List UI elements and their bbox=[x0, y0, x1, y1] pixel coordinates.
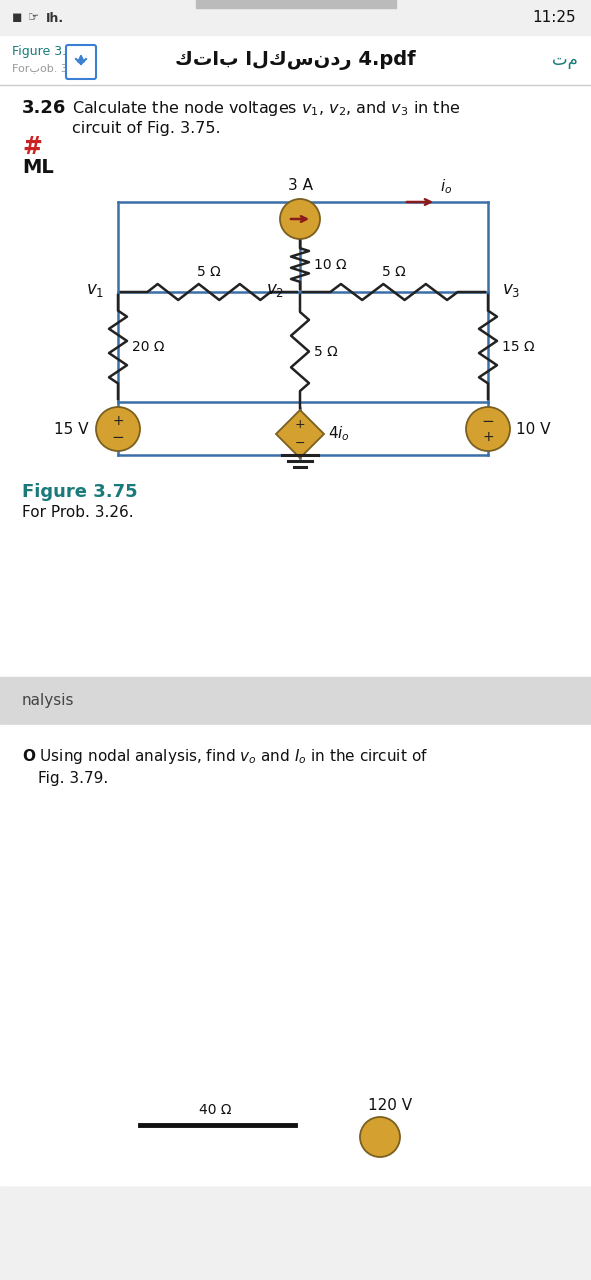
Text: 20 Ω: 20 Ω bbox=[132, 340, 164, 355]
Text: nalysis: nalysis bbox=[22, 694, 74, 709]
Text: $\mathbf{O}$ Using nodal analysis, find $v_o$ and $I_o$ in the circuit of: $\mathbf{O}$ Using nodal analysis, find … bbox=[22, 748, 428, 765]
Circle shape bbox=[96, 407, 140, 451]
Bar bbox=[196, 0, 396, 8]
Text: −: − bbox=[482, 413, 495, 429]
Text: $4i_o$: $4i_o$ bbox=[328, 425, 350, 443]
Text: +: + bbox=[112, 413, 124, 428]
Text: 10 Ω: 10 Ω bbox=[314, 259, 347, 271]
Bar bbox=[0, 0, 591, 35]
Text: Fig. 3.79.: Fig. 3.79. bbox=[38, 771, 108, 786]
Text: $v_2$: $v_2$ bbox=[266, 282, 284, 300]
Text: 15 Ω: 15 Ω bbox=[502, 340, 535, 355]
Circle shape bbox=[280, 198, 320, 239]
Text: Ih.: Ih. bbox=[46, 12, 64, 24]
Text: Figure 3.74: Figure 3.74 bbox=[12, 46, 82, 59]
Text: كتاب الكسندر 4.pdf: كتاب الكسندر 4.pdf bbox=[175, 50, 415, 70]
Bar bbox=[0, 677, 591, 724]
Text: 3.26: 3.26 bbox=[22, 99, 66, 116]
Text: 5 Ω: 5 Ω bbox=[197, 265, 221, 279]
Bar bbox=[0, 724, 591, 1185]
Text: 5 Ω: 5 Ω bbox=[382, 265, 406, 279]
Text: 10 V: 10 V bbox=[516, 421, 550, 436]
Text: $v_3$: $v_3$ bbox=[502, 282, 520, 300]
Text: Figure 3.75: Figure 3.75 bbox=[22, 483, 138, 500]
Text: $v_1$: $v_1$ bbox=[86, 282, 104, 300]
Text: 11:25: 11:25 bbox=[532, 10, 576, 26]
Text: تم: تم bbox=[552, 51, 578, 69]
Text: $i_o$: $i_o$ bbox=[440, 178, 452, 196]
Text: circuit of Fig. 3.75.: circuit of Fig. 3.75. bbox=[72, 120, 220, 136]
Text: ☞: ☞ bbox=[28, 12, 39, 24]
Text: ◼: ◼ bbox=[12, 12, 22, 24]
Text: #: # bbox=[22, 134, 42, 159]
Circle shape bbox=[360, 1117, 400, 1157]
Text: ML: ML bbox=[22, 157, 54, 177]
Polygon shape bbox=[276, 410, 324, 458]
Text: 120 V: 120 V bbox=[368, 1098, 412, 1114]
Text: Calculate the node voltages $v_1$, $v_2$, and $v_3$ in the: Calculate the node voltages $v_1$, $v_2$… bbox=[72, 99, 460, 118]
Circle shape bbox=[466, 407, 510, 451]
Text: 40 Ω: 40 Ω bbox=[199, 1103, 231, 1117]
Text: 5 Ω: 5 Ω bbox=[314, 344, 337, 358]
Text: For Prob. 3.26.: For Prob. 3.26. bbox=[22, 506, 134, 520]
FancyBboxPatch shape bbox=[66, 45, 96, 79]
Text: 3 A: 3 A bbox=[287, 178, 313, 193]
Text: 15 V: 15 V bbox=[54, 421, 88, 436]
Text: +: + bbox=[482, 430, 494, 444]
Text: −: − bbox=[295, 436, 305, 449]
Text: +: + bbox=[295, 419, 306, 431]
Text: −: − bbox=[112, 430, 124, 444]
Text: Forبob. 3.25.: Forبob. 3.25. bbox=[12, 63, 89, 73]
